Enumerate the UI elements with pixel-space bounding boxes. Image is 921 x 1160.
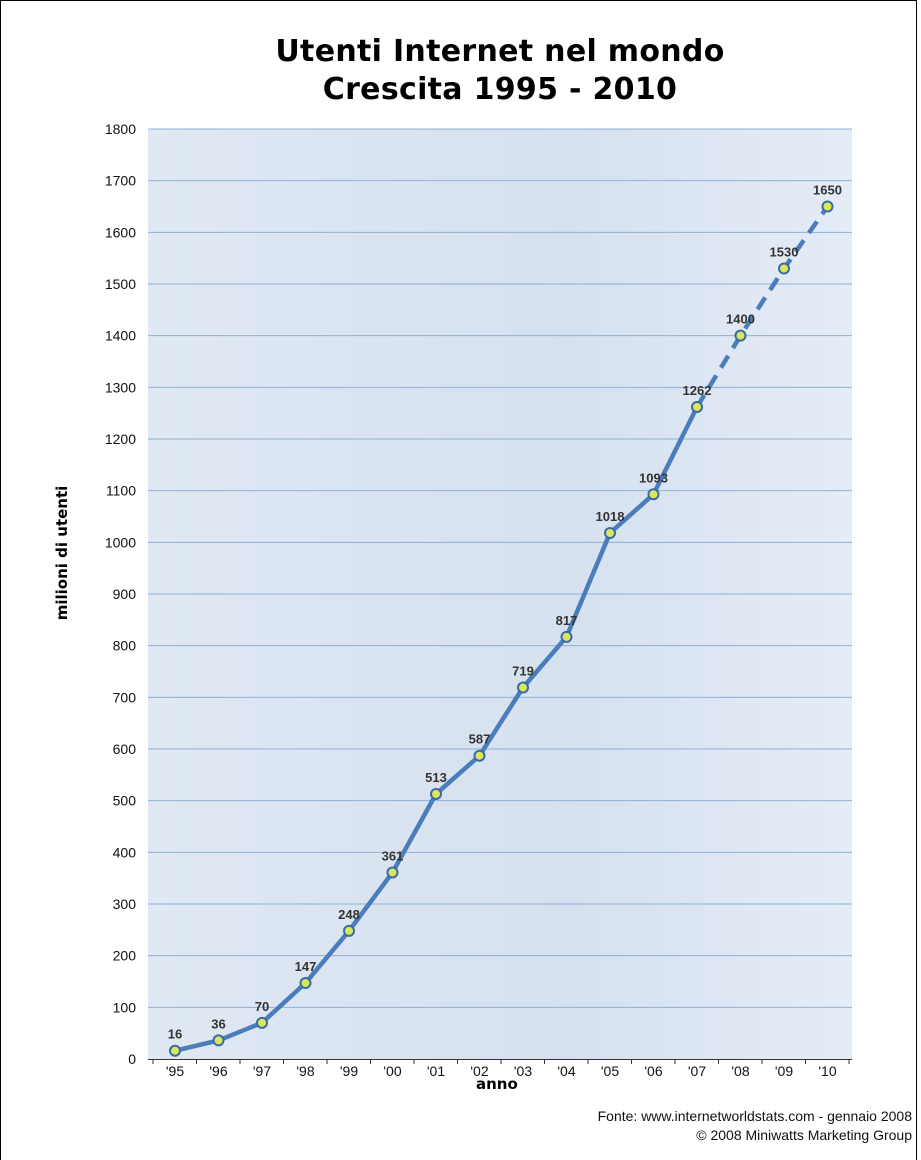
chart-subtitle: Crescita 1995 - 2010: [322, 72, 678, 107]
x-tick-label: '07: [688, 1063, 706, 1079]
y-tick-label: 300: [113, 896, 137, 912]
y-axis-label: milioni di utenti: [53, 485, 71, 621]
y-tick-label: 0: [128, 1051, 136, 1067]
x-axis-ticks: '95 '96 '97 '98 '99 '00 '01 '02 '03 '04 '05 '06 '07 '…: [166, 1063, 837, 1079]
x-tick-label: '99: [340, 1063, 358, 1079]
x-tick-label: '01: [427, 1063, 445, 1079]
y-tick-label: 1300: [105, 379, 136, 395]
data-label: 1093: [639, 470, 668, 485]
x-tick-label: '06: [644, 1063, 662, 1079]
x-axis: [148, 1059, 852, 1064]
y-tick-label: 1400: [105, 328, 136, 344]
chart-title: Utenti Internet nel mondo: [275, 34, 725, 69]
data-label: 1530: [770, 245, 799, 260]
x-tick-label: '04: [557, 1063, 575, 1079]
x-tick-label: '10: [818, 1063, 836, 1079]
x-tick-label: '02: [470, 1063, 488, 1079]
y-tick-label: 800: [113, 638, 137, 654]
data-label: 36: [211, 1016, 225, 1031]
x-tick-label: '08: [731, 1063, 749, 1079]
data-point: [473, 749, 486, 762]
data-labels: 16 36 70 147 248 361 513 587 719 817 1018 1093 1262 1…: [168, 183, 842, 1042]
data-point: [386, 866, 399, 879]
gridlines: [148, 128, 852, 1008]
data-label: 1018: [596, 509, 625, 524]
x-axis-label: anno: [476, 1075, 518, 1093]
data-point: [778, 262, 790, 275]
y-tick-label: 600: [113, 741, 137, 757]
x-tick-label: '05: [601, 1063, 619, 1079]
data-label: 1262: [683, 383, 712, 398]
y-tick-label: 1800: [105, 121, 136, 137]
data-point: [169, 1044, 181, 1057]
data-label: 70: [255, 999, 269, 1014]
data-point: [517, 681, 529, 694]
y-tick-label: 400: [113, 844, 137, 860]
data-label: 1400: [726, 312, 755, 327]
x-tick-label: '98: [296, 1063, 314, 1079]
data-label: 513: [425, 770, 447, 785]
x-tick-label: '03: [514, 1063, 532, 1079]
data-label: 248: [338, 907, 360, 922]
data-label: 16: [168, 1027, 182, 1042]
data-point: [734, 329, 747, 342]
series-line-projected: [695, 205, 830, 409]
data-label: 587: [469, 732, 491, 747]
data-point: [430, 787, 442, 800]
y-tick-label: 1600: [105, 224, 136, 240]
y-tick-label: 200: [113, 948, 137, 964]
copyright-note: © 2008 Miniwatts Marketing Group: [696, 1127, 912, 1143]
data-point: [604, 527, 616, 540]
y-tick-label: 500: [113, 793, 137, 809]
y-tick-label: 1700: [105, 173, 136, 189]
data-label: 719: [512, 664, 534, 679]
data-point: [343, 924, 355, 937]
data-label: 361: [382, 848, 404, 863]
y-tick-label: 1200: [105, 431, 136, 447]
y-axis-ticks: 0 100 200 300 400 500 600 700 800 900 1000 1100 1200…: [105, 121, 136, 1067]
data-point: [647, 488, 660, 501]
source-note: Fonte: www.internetworldstats.com - genn…: [597, 1108, 912, 1124]
data-point: [560, 630, 573, 643]
x-tick-label: '00: [383, 1063, 401, 1079]
data-label: 817: [556, 613, 578, 628]
y-tick-label: 900: [113, 586, 137, 602]
data-point: [212, 1034, 225, 1047]
x-tick-label: '96: [209, 1063, 227, 1079]
data-point: [691, 400, 703, 413]
data-point: [821, 200, 834, 213]
x-tick-label: '97: [253, 1063, 271, 1079]
x-tick-label: '95: [166, 1063, 184, 1079]
y-tick-label: 1100: [106, 483, 136, 499]
data-label: 1650: [813, 183, 842, 198]
data-point: [299, 977, 312, 990]
series-markers: [169, 200, 834, 1057]
y-tick-label: 700: [113, 689, 137, 705]
y-tick-label: 1000: [105, 534, 136, 550]
data-label: 147: [295, 959, 317, 974]
y-tick-label: 1500: [105, 276, 136, 292]
y-tick-label: 100: [113, 999, 137, 1015]
x-tick-label: '09: [775, 1063, 793, 1079]
data-point: [256, 1016, 268, 1029]
